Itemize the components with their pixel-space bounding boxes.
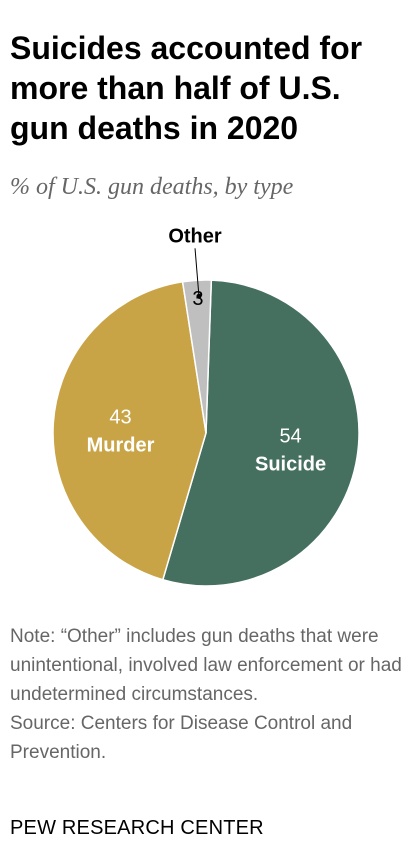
pie-slice-murder: [52, 280, 207, 581]
slice-name-suicide: Suicide: [255, 454, 326, 476]
leader-line-other: [194, 248, 200, 297]
pie-slice-other: [181, 279, 213, 434]
pie-chart: 54 Suicide 43 Murder 3 Other: [52, 225, 360, 587]
note-text: Note: “Other” includes gun deaths that w…: [10, 626, 402, 705]
pie-slice-suicide: [161, 279, 360, 587]
chart-subtitle: % of U.S. gun deaths, by type: [10, 174, 294, 200]
slice-value-murder: 43: [109, 406, 131, 428]
leader-dot-other: [196, 293, 202, 299]
slice-value-other: 3: [192, 288, 203, 310]
source-text: Source: Centers for Disease Control and …: [10, 713, 353, 763]
credit-line: PEW RESEARCH CENTER: [10, 817, 264, 839]
chart-title: Suicides accounted for more than half of…: [10, 30, 363, 146]
slice-value-suicide: 54: [279, 426, 301, 448]
slice-name-murder: Murder: [87, 434, 155, 456]
pie-labels: 54 Suicide 43 Murder 3 Other: [87, 225, 327, 475]
chart-note: Note: “Other” includes gun deaths that w…: [10, 622, 406, 767]
slice-name-other: Other: [168, 225, 222, 247]
pie-slices: [52, 279, 360, 587]
